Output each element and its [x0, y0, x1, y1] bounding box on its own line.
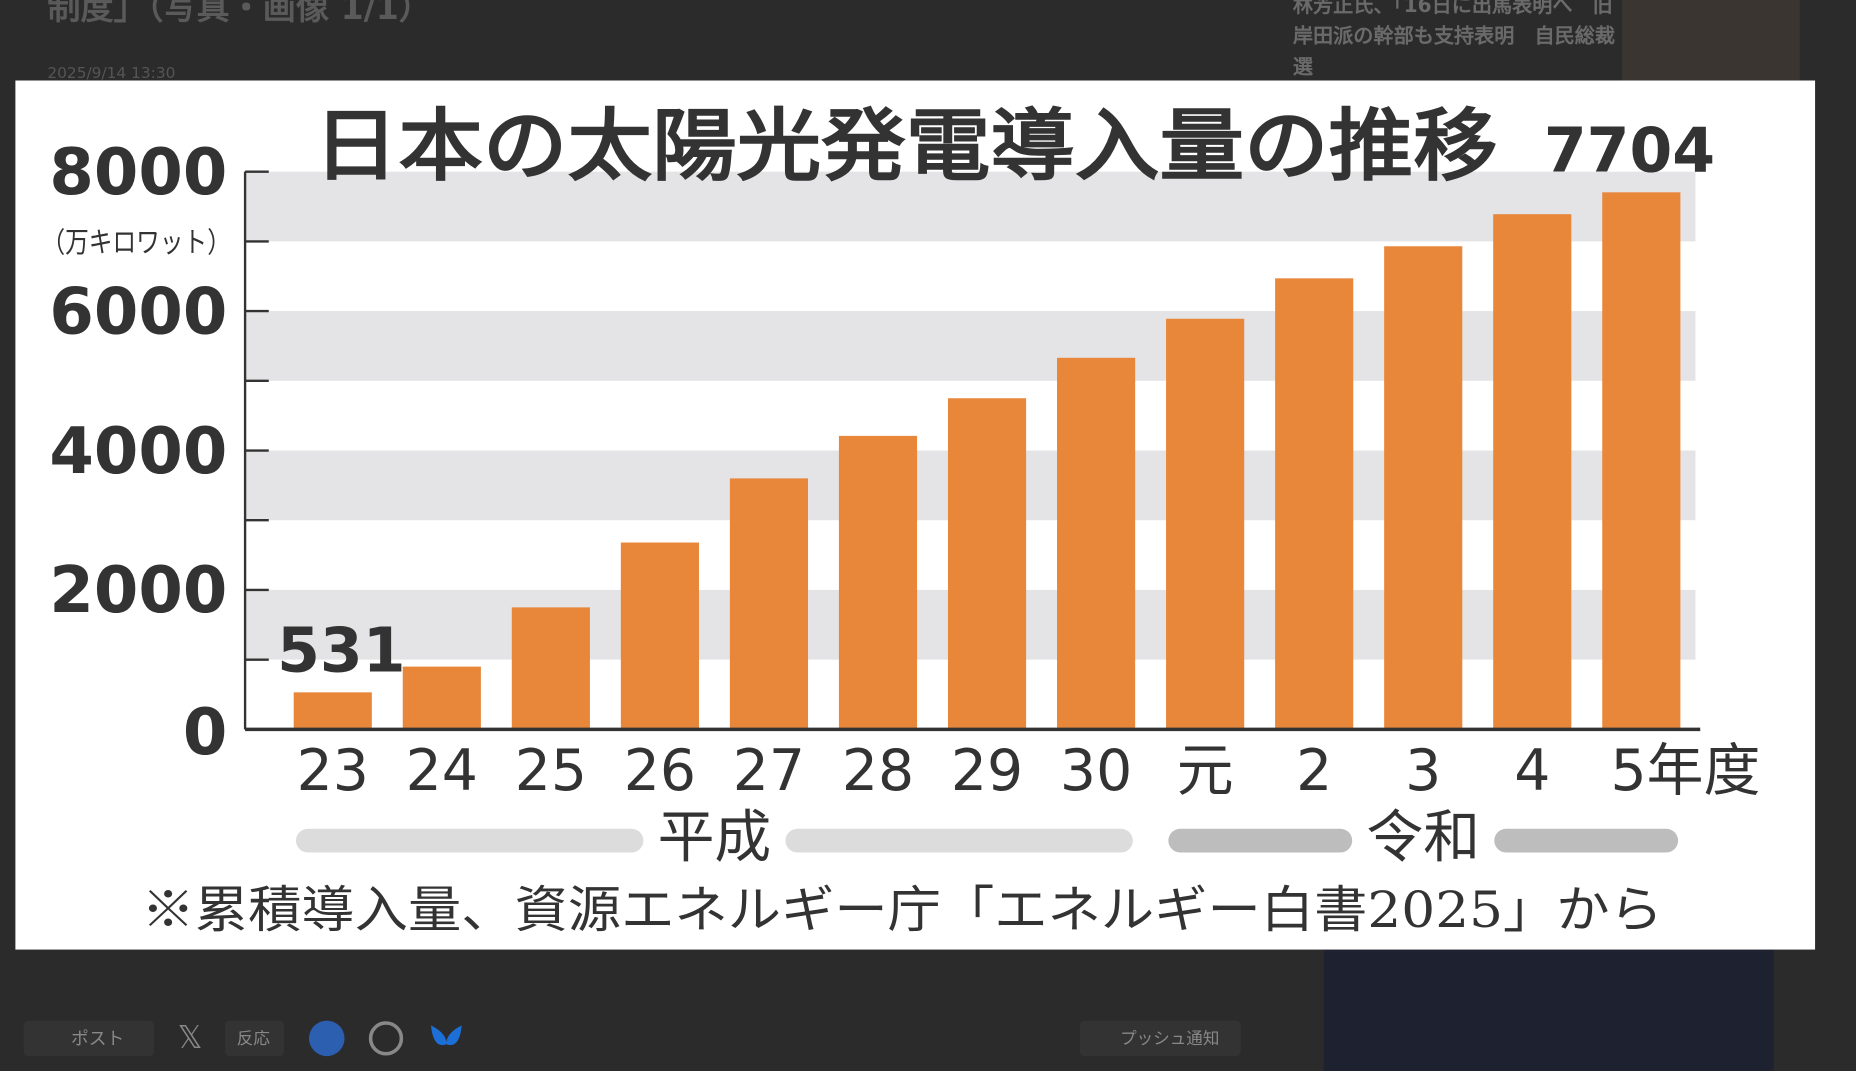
x-tick-label: 30 — [1060, 738, 1132, 804]
era-bar — [1168, 828, 1353, 853]
bar — [1275, 278, 1354, 730]
bar — [620, 542, 699, 730]
x-tick-label: 29 — [951, 738, 1023, 804]
headline: 制度」（写真・画像 1/1） — [47, 0, 432, 27]
x-tick-label: 26 — [624, 738, 696, 804]
era-bar — [296, 828, 644, 853]
value-label: 531 — [277, 615, 405, 687]
bar — [1057, 357, 1136, 730]
value-label: 7704 — [1544, 115, 1715, 187]
reaction-button[interactable] — [224, 1020, 285, 1057]
bar — [729, 478, 809, 730]
side-article[interactable]: 林芳正氏、「16日に出馬表明へ 旧岸田派の幹部も支持表明 自民総裁選 — [1292, 0, 1615, 80]
bar — [1384, 246, 1463, 730]
y-tick-label: 6000 — [49, 275, 227, 349]
bar — [1166, 318, 1245, 730]
x-tick-label: 3 — [1405, 738, 1441, 804]
bar — [838, 435, 918, 730]
bar — [511, 607, 590, 730]
x-tick-label: 24 — [406, 738, 478, 804]
reaction-label[interactable]: 反応 — [237, 1029, 271, 1048]
push-button[interactable] — [1079, 1020, 1241, 1057]
era-bar — [785, 828, 1133, 853]
y-tick-label: 2000 — [49, 554, 227, 628]
bar — [293, 692, 372, 730]
era-label: 平成 — [658, 804, 772, 870]
grid-band — [245, 171, 1696, 242]
date: 2025/9/14 13:30 — [47, 64, 175, 82]
bar — [947, 398, 1027, 730]
threads-icon[interactable] — [368, 1021, 404, 1056]
y-axis-label: （万キロワット） — [41, 226, 230, 259]
x-tick-label: 元 — [1177, 738, 1234, 804]
x-tick-label: 23 — [297, 738, 369, 804]
bluesky-icon[interactable] — [430, 1025, 462, 1046]
era-label: 令和 — [1366, 804, 1480, 870]
x-tick-label: 2 — [1296, 738, 1332, 804]
side-thumbnail[interactable] — [1622, 0, 1800, 81]
y-tick-label: 4000 — [49, 415, 227, 489]
chart-note: ※累積導入量、資源エネルギー庁「エネルギー白書2025」から — [141, 881, 1662, 939]
era-bar — [1494, 828, 1679, 853]
bar — [1493, 214, 1572, 730]
y-tick-label: 0 — [183, 696, 227, 770]
side-ad[interactable] — [1323, 949, 1774, 1071]
bar — [1602, 192, 1681, 730]
x-tick-label: 5年度 — [1611, 738, 1761, 804]
chart: 0 2000 4000 6000 8000 （万キロワット） 日本の太陽光発電導入量の推移 2… — [41, 101, 1760, 939]
post-button[interactable] — [23, 1020, 154, 1057]
x-tick-label: 4 — [1514, 738, 1550, 804]
x-tick-label: 25 — [515, 738, 587, 804]
facebook-icon[interactable] — [309, 1020, 345, 1057]
post-label[interactable]: ポスト — [71, 1029, 124, 1050]
x-icon[interactable]: 𝕏 — [178, 1020, 203, 1056]
bar — [402, 666, 481, 730]
y-tick-label: 8000 — [49, 136, 227, 210]
side-article-box: 林芳正氏、「16日に出馬表明へ 旧岸田派の幹部も支持表明 自民総裁選 — [1292, 0, 1615, 80]
x-tick-label: 28 — [842, 738, 914, 804]
chart-title: 日本の太陽光発電導入量の推移 — [314, 101, 1498, 192]
grid-band — [245, 311, 1696, 381]
x-tick-label: 27 — [733, 738, 805, 804]
push-label[interactable]: プッシュ通知 — [1120, 1029, 1219, 1048]
